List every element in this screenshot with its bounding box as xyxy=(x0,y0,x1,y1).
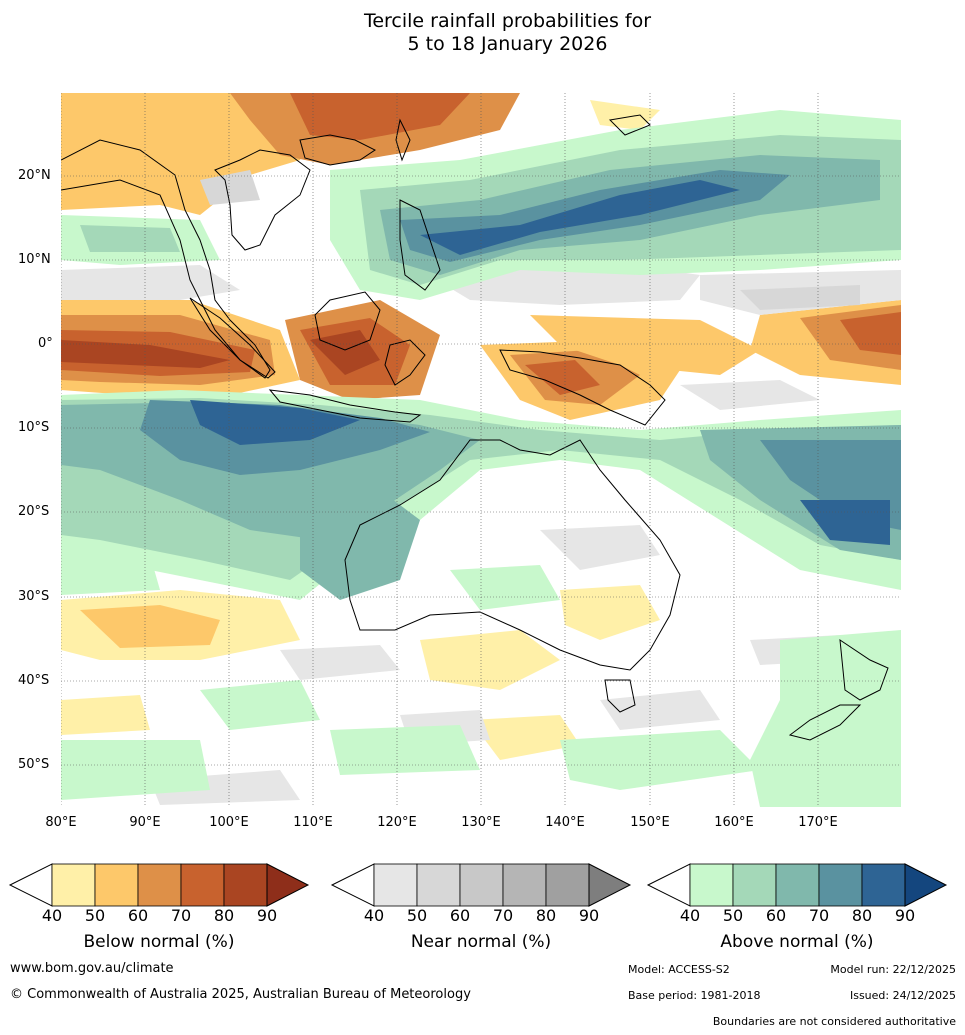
below-tick-70: 70 xyxy=(170,906,192,925)
near-normal-title: Near normal (%) xyxy=(410,932,552,952)
lon-label-100e: 100°E xyxy=(209,815,249,830)
lon-label-130e: 130°E xyxy=(461,815,501,830)
lat-label-10n: 10°N xyxy=(18,252,51,267)
below-tick-60: 60 xyxy=(127,906,149,925)
map-plot-area xyxy=(61,93,901,807)
near-tick-90: 90 xyxy=(578,906,600,925)
above-tick-50: 50 xyxy=(722,906,744,925)
above-tick-70: 70 xyxy=(808,906,830,925)
map-title: Tercile rainfall probabilities for 5 to … xyxy=(0,10,965,56)
below-tick-90: 90 xyxy=(256,906,278,925)
gridlines xyxy=(61,93,901,807)
lon-label-150e: 150°E xyxy=(630,815,670,830)
colorbar-above-normal xyxy=(646,863,948,907)
above-tick-80: 80 xyxy=(851,906,873,925)
above-normal-fields xyxy=(61,110,901,807)
lon-label-120e: 120°E xyxy=(377,815,417,830)
above-normal-title: Above normal (%) xyxy=(720,932,874,952)
near-tick-80: 80 xyxy=(535,906,557,925)
lat-label-50s: 50°S xyxy=(18,757,50,772)
model-name: Model: ACCESS-S2 xyxy=(628,963,730,976)
lat-label-10s: 10°S xyxy=(18,420,50,435)
colorbar-below-normal xyxy=(8,863,310,907)
lat-label-20n: 20°N xyxy=(18,168,51,183)
title-line-1: Tercile rainfall probabilities for xyxy=(363,10,652,32)
lon-label-110e: 110°E xyxy=(293,815,333,830)
lon-label-170e: 170°E xyxy=(798,815,838,830)
below-tick-50: 50 xyxy=(84,906,106,925)
near-tick-40: 40 xyxy=(363,906,385,925)
above-tick-90: 90 xyxy=(894,906,916,925)
below-tick-40: 40 xyxy=(41,906,63,925)
below-normal-fields xyxy=(61,93,901,760)
lon-label-80e: 80°E xyxy=(45,815,77,830)
above-tick-60: 60 xyxy=(765,906,787,925)
title-line-2: 5 to 18 January 2026 xyxy=(407,33,608,55)
below-tick-80: 80 xyxy=(213,906,235,925)
lat-label-equator: 0° xyxy=(38,336,53,351)
model-run-date: Model run: 22/12/2025 xyxy=(830,963,956,976)
lat-label-20s: 20°S xyxy=(18,504,50,519)
website-link[interactable]: www.bom.gov.au/climate xyxy=(10,961,174,976)
lat-label-40s: 40°S xyxy=(18,673,50,688)
above-tick-40: 40 xyxy=(679,906,701,925)
issued-date: Issued: 24/12/2025 xyxy=(849,989,956,1002)
lon-label-160e: 160°E xyxy=(714,815,754,830)
boundaries-disclaimer: Boundaries are not considered authoritat… xyxy=(712,1015,956,1028)
lon-label-140e: 140°E xyxy=(545,815,585,830)
near-tick-60: 60 xyxy=(449,906,471,925)
lat-label-30s: 30°S xyxy=(18,589,50,604)
near-tick-50: 50 xyxy=(406,906,428,925)
copyright-text: © Commonwealth of Australia 2025, Austra… xyxy=(10,987,471,1002)
below-normal-title: Below normal (%) xyxy=(83,932,235,952)
near-tick-70: 70 xyxy=(492,906,514,925)
coastlines xyxy=(61,114,889,741)
base-period: Base period: 1981-2018 xyxy=(628,989,761,1002)
colorbar-near-normal xyxy=(330,863,632,907)
lon-label-90e: 90°E xyxy=(129,815,161,830)
